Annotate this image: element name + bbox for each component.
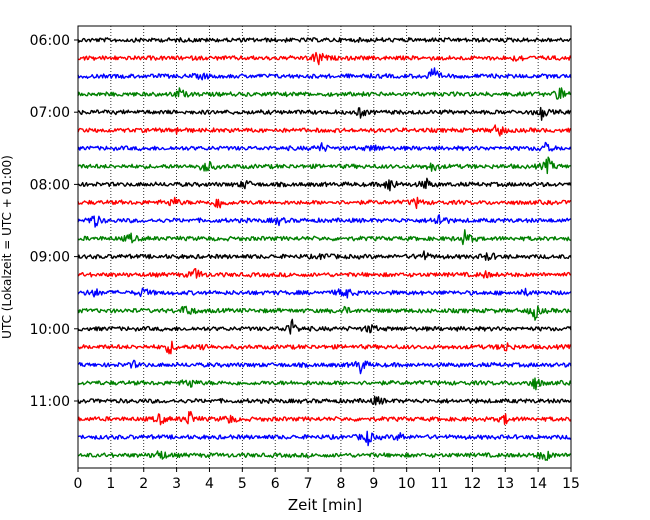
trace-line: [77, 410, 572, 426]
y-tick-label: 11:00: [30, 394, 70, 410]
x-tick-label: 8: [336, 476, 345, 492]
x-tick-label: 0: [74, 476, 83, 492]
trace-line: [77, 250, 572, 261]
trace-line: [77, 196, 572, 210]
x-tick-label: 4: [205, 476, 214, 492]
x-tick-label: 12: [463, 476, 481, 492]
trace-line: [77, 318, 572, 335]
trace-line: [77, 177, 572, 192]
trace-line: [77, 67, 572, 81]
trace-line: [77, 450, 572, 461]
x-tick-label: 7: [304, 476, 313, 492]
trace-line: [77, 268, 572, 279]
plot-frame: [77, 25, 572, 469]
y-tick-label: 08:00: [30, 177, 70, 193]
y-tick-label: 07:00: [30, 105, 70, 121]
trace-line: [77, 430, 572, 447]
trace-line: [77, 106, 571, 121]
traces-group: [77, 37, 572, 461]
x-tick-label: 3: [172, 476, 181, 492]
trace-line: [77, 395, 572, 406]
trace-line: [77, 156, 572, 175]
trace-line: [77, 87, 572, 100]
trace-line: [77, 359, 572, 375]
x-tick-label: 5: [238, 476, 247, 492]
x-axis-label: Zeit [min]: [288, 496, 362, 514]
trace-line: [77, 287, 572, 299]
trace-line: [77, 377, 572, 391]
trace-line: [77, 214, 572, 228]
x-tick-label: 2: [139, 476, 148, 492]
y-tick-label: 10:00: [30, 322, 70, 338]
y-axis-ticks: 06:00 07:00 08:00 09:00 10:00 11:00: [30, 33, 78, 410]
x-tick-label: 9: [369, 476, 378, 492]
trace-line: [77, 340, 572, 355]
x-tick-label: 6: [271, 476, 280, 492]
y-axis-label: UTC (Lokalzeit = UTC + 01:00): [0, 155, 14, 339]
x-tick-label: 14: [529, 476, 547, 492]
trace-line: [77, 37, 572, 43]
x-tick-label: 1: [106, 476, 115, 492]
x-tick-label: 15: [562, 476, 580, 492]
y-tick-label: 06:00: [30, 33, 70, 49]
y-tick-label: 09:00: [30, 250, 70, 266]
trace-line: [77, 229, 572, 246]
x-tick-label: 10: [398, 476, 416, 492]
x-axis-ticks: 0 1 2 3 4 5 6 7 8 9 10 11 12 13 14 15: [74, 468, 580, 492]
trace-line: [77, 141, 572, 152]
trace-line: [77, 51, 572, 66]
x-tick-label: 11: [431, 476, 449, 492]
trace-line: [77, 305, 572, 321]
x-tick-label: 13: [496, 476, 514, 492]
trace-line: [77, 124, 572, 137]
